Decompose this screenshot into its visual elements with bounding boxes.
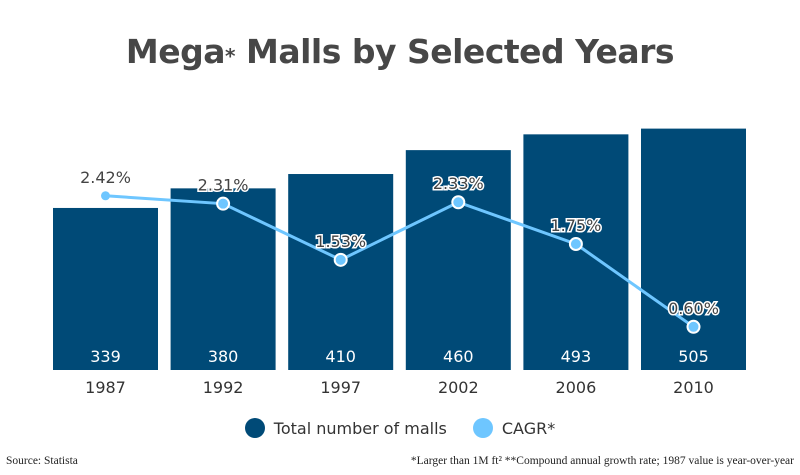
x-tick-label: 1992 — [203, 378, 244, 397]
cagr-point — [101, 191, 110, 201]
cagr-point — [686, 319, 701, 334]
x-tick-label: 2002 — [438, 378, 479, 397]
x-tick-label: 1997 — [320, 378, 361, 397]
cagr-data-label: 1.53% — [315, 232, 366, 251]
bar — [170, 188, 276, 370]
legend-swatch-icon — [244, 418, 265, 438]
cagr-point — [216, 196, 231, 211]
cagr-data-label: 1.75% — [550, 216, 601, 235]
legend: Total number of malls CAGR* — [0, 418, 800, 438]
title-part: Mega — [125, 32, 226, 71]
cagr-point — [451, 195, 466, 210]
x-tick-label: 2006 — [556, 378, 597, 397]
footnote: *Larger than 1M ft² **Compound annual gr… — [410, 455, 794, 467]
legend-item-cagr: CAGR* — [472, 418, 556, 438]
title-star: * — [225, 44, 235, 68]
cagr-point — [568, 237, 583, 251]
bar — [523, 134, 629, 370]
x-tick-label: 1987 — [85, 378, 126, 397]
legend-label: CAGR* — [501, 418, 556, 438]
source-note: Source: Statista — [6, 455, 78, 467]
bar-value-label: 460 — [443, 347, 474, 366]
title-part: Malls by Selected Years — [235, 32, 675, 71]
chart-title: Mega* Malls by Selected Years — [0, 32, 800, 71]
legend-item-malls: Total number of malls — [244, 418, 447, 438]
bar — [288, 174, 394, 370]
bar-value-label: 380 — [208, 347, 239, 366]
bar — [405, 150, 511, 370]
legend-swatch-icon — [472, 418, 493, 438]
cagr-line — [105, 194, 695, 329]
cagr-data-label: 2.42% — [80, 168, 131, 187]
bar-value-label: 410 — [325, 347, 356, 366]
chart-area: 339 1987 380 1992 410 1997 460 2002 493 2006 505 20… — [53, 128, 746, 397]
cagr-data-label: 2.33% — [433, 174, 484, 193]
cagr-point — [333, 252, 348, 267]
cagr-data-label: 2.31% — [198, 176, 249, 195]
bar-value-label: 339 — [90, 347, 121, 366]
legend-label: Total number of malls — [273, 418, 447, 438]
bar-value-label: 505 — [678, 347, 709, 366]
x-tick-label: 2010 — [673, 378, 714, 397]
cagr-data-label: 0.60% — [668, 299, 719, 318]
bar-value-label: 493 — [561, 347, 592, 366]
bar — [53, 207, 158, 370]
